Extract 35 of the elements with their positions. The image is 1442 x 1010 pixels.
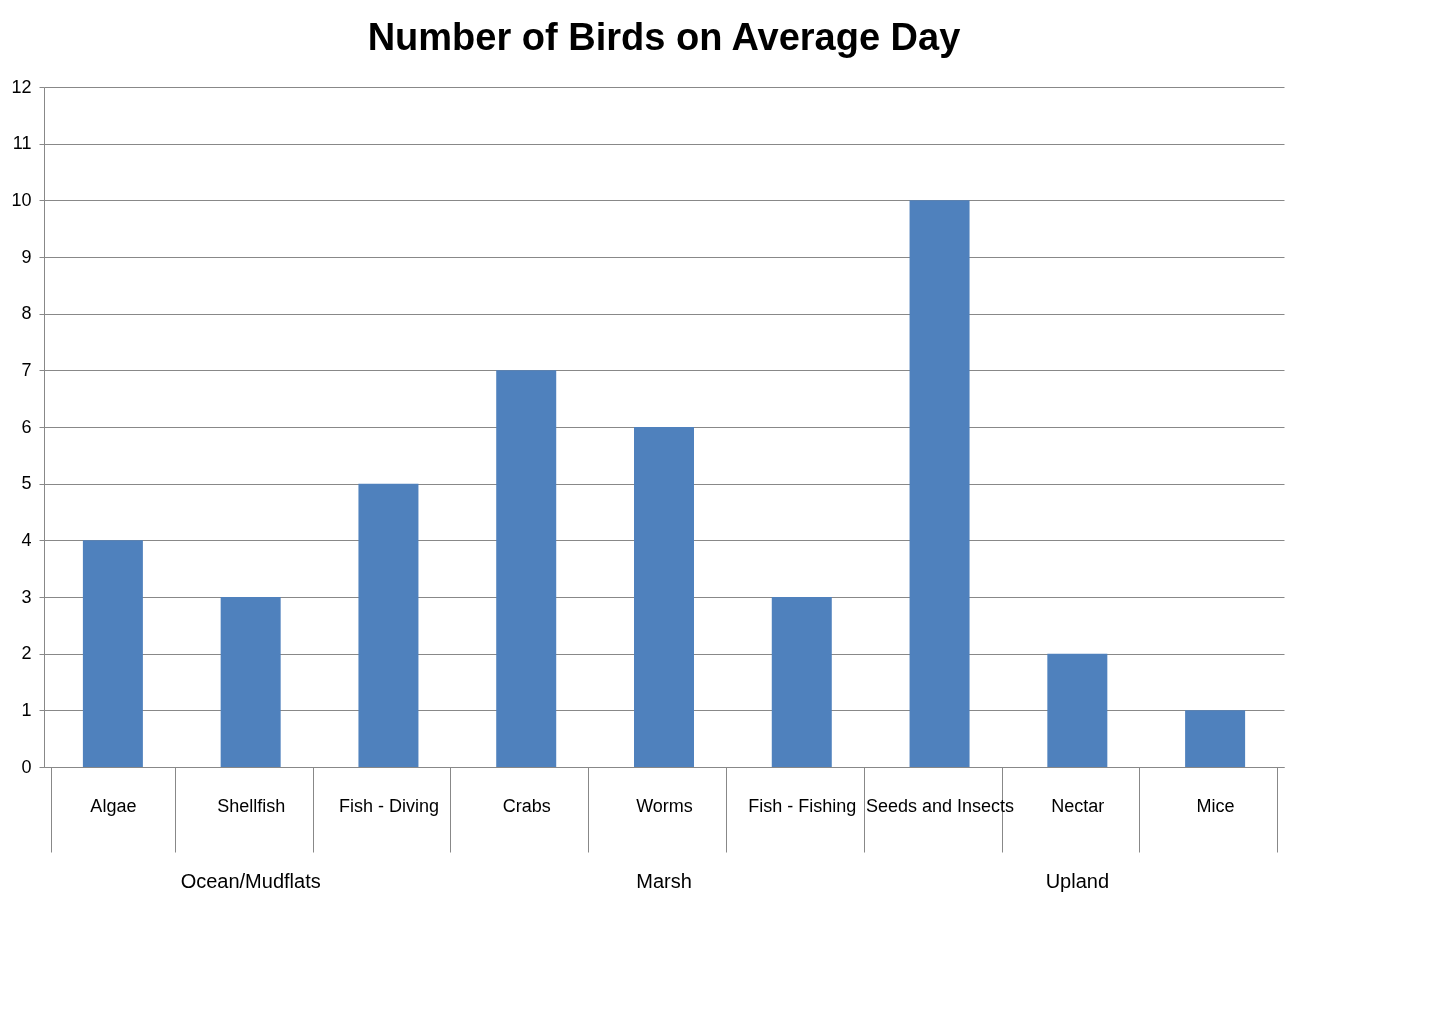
x-tick-label: Crabs	[502, 795, 551, 816]
x-tick-label: Shellfish	[217, 795, 286, 816]
y-tick-label: 5	[21, 473, 32, 494]
y-tick-label: 4	[21, 529, 32, 550]
x-tick-label: Nectar	[1051, 795, 1105, 816]
x-tick-label: Fish - Diving	[338, 795, 439, 816]
text: Upland	[1045, 870, 1110, 892]
bar	[1047, 653, 1108, 767]
chart-title: Number of Birds on Average Day	[367, 16, 961, 58]
y-tick-label: 9	[21, 246, 32, 267]
x-tick-label: Mice	[1196, 795, 1235, 816]
y-tick-label: 6	[21, 416, 32, 437]
bar	[358, 483, 419, 767]
x-tick-label: Fish - Fishing	[748, 795, 857, 816]
y-tick-label: 11	[12, 133, 32, 154]
y-tick-label: 2	[21, 643, 32, 664]
bar	[634, 427, 694, 767]
text: Ocean/Mudflats	[180, 870, 321, 892]
y-tick-label: 10	[11, 189, 32, 210]
y-tick-label: 0	[21, 756, 32, 777]
y-tick-label: 8	[21, 303, 32, 324]
x-tick-label: Worms	[636, 795, 693, 816]
bar	[909, 200, 970, 767]
y-tick-label: 7	[21, 359, 32, 380]
x-tick-label: Algae	[90, 795, 137, 816]
text: Marsh	[636, 870, 692, 892]
bar	[496, 370, 557, 767]
y-tick-label: 12	[11, 76, 32, 97]
bar	[771, 597, 832, 767]
y-tick-label: 3	[21, 586, 32, 607]
y-tick-label: 1	[21, 699, 32, 720]
bar	[1185, 710, 1246, 767]
bar	[82, 540, 143, 767]
bar	[220, 597, 281, 767]
x-tick-label: Seeds and Insects	[866, 795, 1015, 816]
